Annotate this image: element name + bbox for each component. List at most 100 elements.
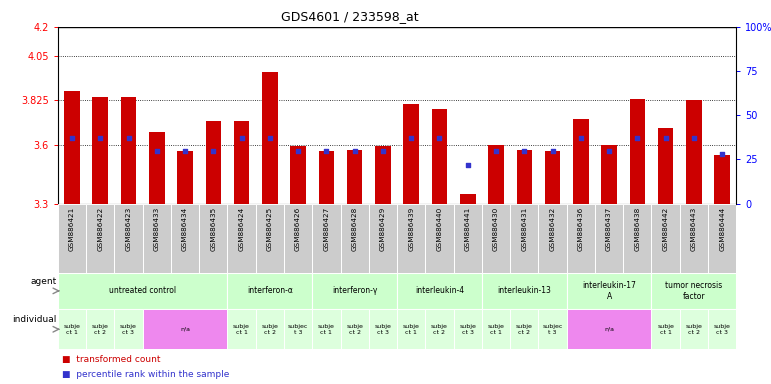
Bar xyxy=(651,204,680,273)
Bar xyxy=(347,149,362,204)
Bar xyxy=(453,204,482,273)
Text: subje
ct 1: subje ct 1 xyxy=(318,324,335,335)
Point xyxy=(292,147,305,154)
Bar xyxy=(397,204,426,273)
Bar xyxy=(708,309,736,349)
Bar xyxy=(567,309,651,349)
Text: ■  transformed count: ■ transformed count xyxy=(62,354,160,364)
Bar xyxy=(121,96,136,204)
Bar xyxy=(291,146,306,204)
Bar xyxy=(64,91,79,204)
Bar xyxy=(482,273,567,309)
Bar xyxy=(630,99,645,204)
Point xyxy=(179,147,191,154)
Bar xyxy=(545,151,561,204)
Bar xyxy=(601,145,617,204)
Point xyxy=(377,147,389,154)
Bar xyxy=(227,204,256,273)
Text: GSM886426: GSM886426 xyxy=(295,207,301,251)
Bar xyxy=(397,309,426,349)
Text: n/a: n/a xyxy=(604,327,614,332)
Bar xyxy=(623,204,651,273)
Bar xyxy=(149,132,164,204)
Text: untreated control: untreated control xyxy=(109,286,177,295)
Bar xyxy=(517,149,532,204)
Bar xyxy=(177,151,193,204)
Bar xyxy=(567,273,651,309)
Bar xyxy=(312,273,397,309)
Text: subje
ct 3: subje ct 3 xyxy=(375,324,392,335)
Bar xyxy=(510,204,538,273)
Text: GSM886429: GSM886429 xyxy=(380,207,386,251)
Bar xyxy=(432,109,447,204)
Point xyxy=(348,147,361,154)
Bar xyxy=(715,156,730,204)
Bar xyxy=(369,309,397,349)
Bar xyxy=(58,273,227,309)
Bar xyxy=(403,104,419,204)
Text: subje
ct 1: subje ct 1 xyxy=(233,324,250,335)
Bar xyxy=(538,309,567,349)
Point xyxy=(518,147,530,154)
Text: ■  percentile rank within the sample: ■ percentile rank within the sample xyxy=(62,370,229,379)
Point xyxy=(66,135,78,141)
Bar xyxy=(369,204,397,273)
Bar xyxy=(680,204,708,273)
Bar xyxy=(482,204,510,273)
Text: subje
ct 2: subje ct 2 xyxy=(92,324,109,335)
Text: interferon-γ: interferon-γ xyxy=(332,286,377,295)
Bar xyxy=(256,204,284,273)
Text: GSM886440: GSM886440 xyxy=(436,207,443,251)
Bar xyxy=(538,204,567,273)
Text: GSM886421: GSM886421 xyxy=(69,207,75,251)
Bar xyxy=(318,151,334,204)
Point xyxy=(150,147,163,154)
Bar xyxy=(312,309,341,349)
Text: GSM886436: GSM886436 xyxy=(577,207,584,251)
Bar xyxy=(227,309,256,349)
Text: n/a: n/a xyxy=(180,327,190,332)
Text: subje
ct 1: subje ct 1 xyxy=(402,324,419,335)
Point xyxy=(94,135,106,141)
Bar xyxy=(341,204,369,273)
Bar xyxy=(658,128,673,204)
Text: interleukin-17
A: interleukin-17 A xyxy=(582,281,636,301)
Point xyxy=(320,147,332,154)
Text: GSM886441: GSM886441 xyxy=(465,207,471,251)
Text: subje
ct 3: subje ct 3 xyxy=(460,324,476,335)
Bar xyxy=(114,204,143,273)
Bar xyxy=(312,204,341,273)
Text: interleukin-4: interleukin-4 xyxy=(415,286,464,295)
Point xyxy=(688,135,700,141)
Text: GSM886439: GSM886439 xyxy=(408,207,414,251)
Text: GSM886431: GSM886431 xyxy=(521,207,527,251)
Text: subje
ct 2: subje ct 2 xyxy=(261,324,278,335)
Bar xyxy=(199,204,227,273)
Bar xyxy=(234,121,249,204)
Bar xyxy=(567,204,595,273)
Bar xyxy=(262,72,278,204)
Bar xyxy=(341,309,369,349)
Text: GSM886424: GSM886424 xyxy=(238,207,244,251)
Text: agent: agent xyxy=(30,277,56,286)
Point xyxy=(574,135,587,141)
Text: GSM886425: GSM886425 xyxy=(267,207,273,251)
Text: GSM886432: GSM886432 xyxy=(550,207,556,251)
Bar xyxy=(510,309,538,349)
Point xyxy=(631,135,644,141)
Bar xyxy=(651,309,680,349)
Text: subje
ct 2: subje ct 2 xyxy=(516,324,533,335)
Point xyxy=(716,151,729,157)
Bar xyxy=(573,119,588,204)
Point xyxy=(235,135,247,141)
Text: GSM886444: GSM886444 xyxy=(719,207,726,251)
Bar xyxy=(488,145,503,204)
Point xyxy=(462,162,474,168)
Bar xyxy=(86,309,114,349)
Text: GSM886433: GSM886433 xyxy=(153,207,160,251)
Bar xyxy=(227,273,312,309)
Text: GDS4601 / 233598_at: GDS4601 / 233598_at xyxy=(281,10,419,23)
Text: subjec
t 3: subjec t 3 xyxy=(288,324,308,335)
Text: individual: individual xyxy=(12,315,56,324)
Text: subje
ct 2: subje ct 2 xyxy=(431,324,448,335)
